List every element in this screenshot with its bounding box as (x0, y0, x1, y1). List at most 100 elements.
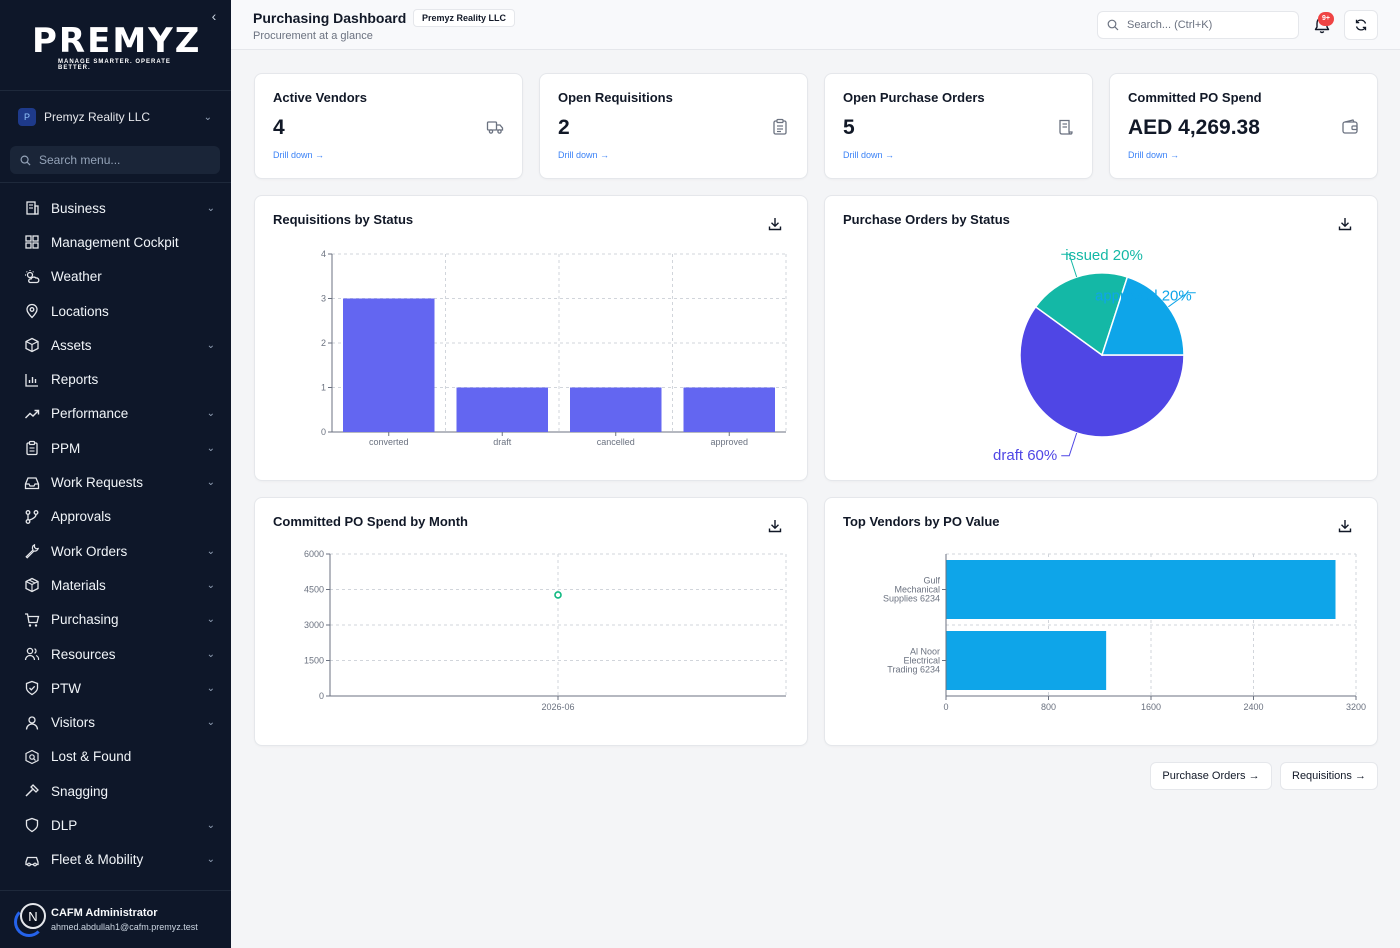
purchase-orders-button[interactable]: Purchase Orders → (1150, 762, 1272, 790)
chevron-down-icon: ⌄ (206, 202, 215, 214)
global-search-input[interactable]: Search... (Ctrl+K) (1097, 11, 1299, 39)
kpi-label: Open Purchase Orders (843, 90, 985, 105)
panel-title: Requisitions by Status (273, 212, 414, 227)
pie-leader-line (1168, 292, 1196, 308)
sidebar-item-label: Visitors (51, 715, 96, 731)
refresh-button[interactable] (1344, 10, 1378, 40)
sidebar-item-visitors[interactable]: Visitors ⌄ (0, 705, 231, 739)
download-icon[interactable] (767, 216, 783, 232)
chevron-down-icon: ⌄ (206, 648, 215, 660)
chevron-down-icon: ⌄ (206, 477, 215, 489)
sidebar-item-lost-found[interactable]: Lost & Found (0, 740, 231, 774)
x-tick-label: converted (369, 437, 409, 447)
x-tick-label: 3200 (1346, 702, 1366, 712)
notification-badge: 9+ (1318, 12, 1334, 26)
y-tick-label: 3 (321, 294, 326, 304)
sidebar-item-ptw[interactable]: PTW ⌄ (0, 671, 231, 705)
y-tick-label: Mechanical (894, 585, 940, 595)
wrench-icon (25, 543, 40, 559)
x-tick-label: approved (710, 437, 748, 447)
x-tick-label: cancelled (597, 437, 635, 447)
sidebar-item-management-cockpit[interactable]: Management Cockpit (0, 225, 231, 259)
x-tick-label: 1600 (1141, 702, 1161, 712)
dashboard-grid-icon (25, 235, 39, 250)
shield-icon (25, 818, 39, 833)
y-tick-label: 3000 (304, 620, 324, 630)
sidebar-item-approvals[interactable]: Approvals (0, 500, 231, 534)
sidebar-item-work-requests[interactable]: Work Requests ⌄ (0, 465, 231, 499)
panel-title: Top Vendors by PO Value (843, 514, 1000, 529)
inbox-icon (24, 476, 40, 489)
org-chip: Premyz Reality LLC (413, 9, 516, 27)
y-tick-label: 1500 (304, 656, 324, 666)
wallet-icon (1342, 119, 1358, 134)
requisitions-button[interactable]: Requisitions → (1280, 762, 1378, 790)
bar-cancelled (570, 387, 662, 432)
pie-slice-issued (1034, 272, 1129, 357)
x-tick-label: 2026-06 (541, 702, 574, 712)
sidebar-item-label: Snagging (51, 783, 109, 799)
avatar: N (20, 903, 46, 929)
drill-down-link[interactable]: Drill down → (843, 150, 895, 160)
sidebar-item-weather[interactable]: Weather (0, 260, 231, 294)
search-icon (1107, 19, 1119, 31)
panel-requisitions-by-status: Requisitions by Status 0 1 2 3 4 converted dra… (254, 195, 808, 481)
menu-search-input[interactable]: Search menu... (10, 146, 220, 174)
top-header: Purchasing Dashboard Premyz Reality LLC … (231, 0, 1400, 50)
download-icon[interactable] (767, 518, 783, 534)
drill-down-link[interactable]: Drill down → (558, 150, 610, 160)
sidebar-item-purchasing[interactable]: Purchasing ⌄ (0, 603, 231, 637)
sidebar-item-reports[interactable]: Reports (0, 362, 231, 396)
user-icon (25, 715, 39, 730)
chevron-down-icon: ⌄ (206, 408, 215, 420)
sidebar-item-dlp[interactable]: DLP ⌄ (0, 808, 231, 842)
building-icon (26, 201, 39, 215)
map-pin-icon (26, 303, 38, 319)
kpi-value: AED 4,269.38 (1128, 116, 1260, 139)
sidebar-item-label: Work Requests (51, 475, 144, 491)
x-tick-label: 800 (1041, 702, 1056, 712)
y-tick-label: Gulf (923, 576, 940, 586)
sidebar-item-assets[interactable]: Assets ⌄ (0, 328, 231, 362)
sidebar-item-fleet-mobility[interactable]: Fleet & Mobility ⌄ (0, 843, 231, 877)
chevron-down-icon: ⌄ (206, 819, 215, 831)
kpi-card-committed-po-spend: Committed PO Spend AED 4,269.38 Drill do… (1109, 73, 1378, 179)
y-tick-label: Al Noor (910, 647, 940, 657)
y-tick-label: 1 (321, 383, 326, 393)
sidebar-item-performance[interactable]: Performance ⌄ (0, 397, 231, 431)
y-tick-label: 4 (321, 249, 326, 259)
y-tick-label: 0 (321, 427, 326, 437)
chevron-down-icon: ⌄ (206, 614, 215, 626)
sidebar-item-label: Resources (51, 646, 116, 662)
y-tick-label: 2 (321, 338, 326, 348)
trend-up-icon (25, 409, 40, 419)
org-name: Premyz Reality LLC (44, 110, 151, 124)
sidebar-item-business[interactable]: Business ⌄ (0, 191, 231, 225)
sidebar-item-locations[interactable]: Locations (0, 294, 231, 328)
package-icon (25, 578, 39, 593)
bar-approved (683, 387, 775, 432)
sidebar-item-label: Work Orders (51, 543, 128, 559)
sidebar-item-materials[interactable]: Materials ⌄ (0, 568, 231, 602)
org-selector[interactable]: P Premyz Reality LLC ⌄ (10, 104, 220, 130)
bar-draft (456, 387, 548, 432)
divider (0, 182, 231, 183)
user-profile[interactable]: N CAFM Administrator ahmed.abdullah1@caf… (0, 890, 231, 948)
sidebar-item-snagging[interactable]: Snagging (0, 774, 231, 808)
chevron-down-icon: ⌄ (206, 545, 215, 557)
sidebar: ‹ PREMYZ MANAGE SMARTER. OPERATE BETTER.… (0, 0, 231, 948)
avatar-ring (14, 907, 44, 937)
pie-slice-approved (1100, 276, 1185, 356)
y-tick-label: Supplies 6234 (883, 594, 940, 604)
drill-down-link[interactable]: Drill down → (1128, 150, 1180, 160)
download-icon[interactable] (1337, 216, 1353, 232)
pie-label-approved: approved 20% (1095, 288, 1192, 305)
drill-down-link[interactable]: Drill down → (273, 150, 325, 160)
x-tick-label: 2400 (1243, 702, 1263, 712)
download-icon[interactable] (1337, 518, 1353, 534)
sidebar-item-resources[interactable]: Resources ⌄ (0, 637, 231, 671)
sidebar-item-ppm[interactable]: PPM ⌄ (0, 431, 231, 465)
collapse-sidebar-icon[interactable]: ‹ (211, 8, 217, 24)
sidebar-item-work-orders[interactable]: Work Orders ⌄ (0, 534, 231, 568)
pie-label-issued: issued 20% (1065, 247, 1143, 264)
